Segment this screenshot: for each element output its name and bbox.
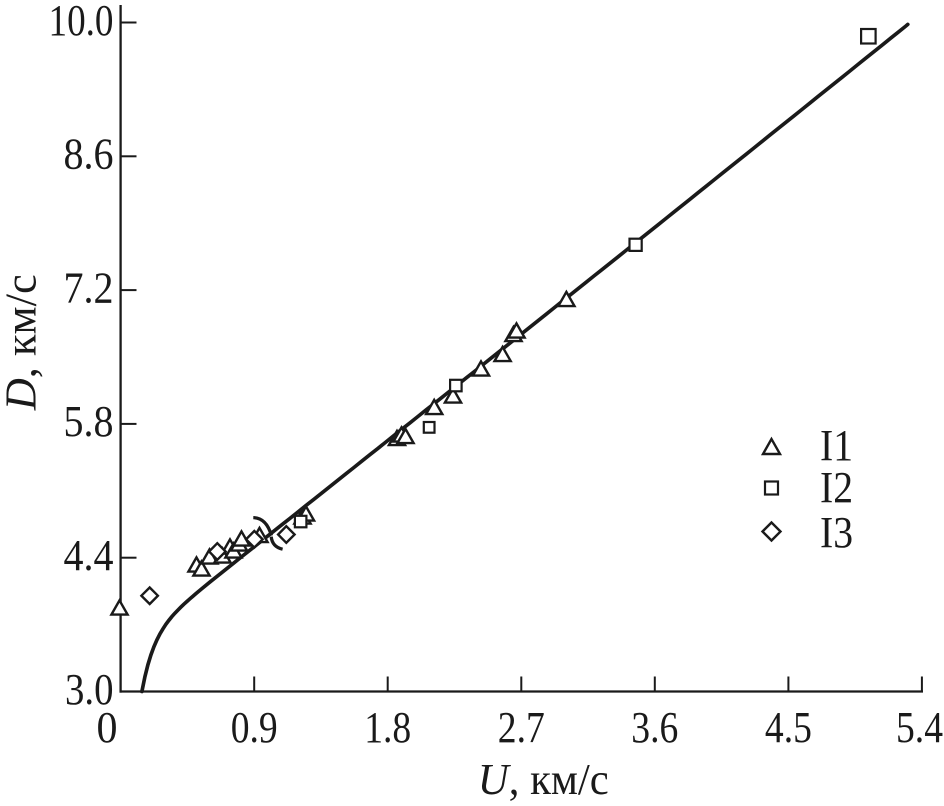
- svg-text:2.7: 2.7: [498, 703, 545, 752]
- svg-text:I3: I3: [820, 508, 853, 557]
- svg-text:7.2: 7.2: [64, 263, 114, 312]
- svg-text:5.4: 5.4: [896, 703, 943, 752]
- svg-text:0: 0: [97, 703, 118, 752]
- svg-text:3.6: 3.6: [631, 703, 678, 752]
- svg-text:5.8: 5.8: [64, 397, 114, 446]
- svg-text:0.9: 0.9: [231, 703, 278, 752]
- svg-text:4.5: 4.5: [765, 703, 812, 752]
- svg-text:4.4: 4.4: [64, 531, 114, 580]
- svg-text:I1: I1: [820, 421, 853, 470]
- svg-text:U, км/с: U, км/с: [478, 755, 609, 804]
- svg-text:I2: I2: [820, 463, 853, 512]
- svg-text:10.0: 10.0: [49, 0, 114, 45]
- svg-text:D, км/с: D, км/с: [0, 274, 46, 411]
- svg-text:8.6: 8.6: [64, 130, 114, 179]
- svg-text:3.0: 3.0: [65, 665, 114, 714]
- svg-text:1.8: 1.8: [364, 703, 411, 752]
